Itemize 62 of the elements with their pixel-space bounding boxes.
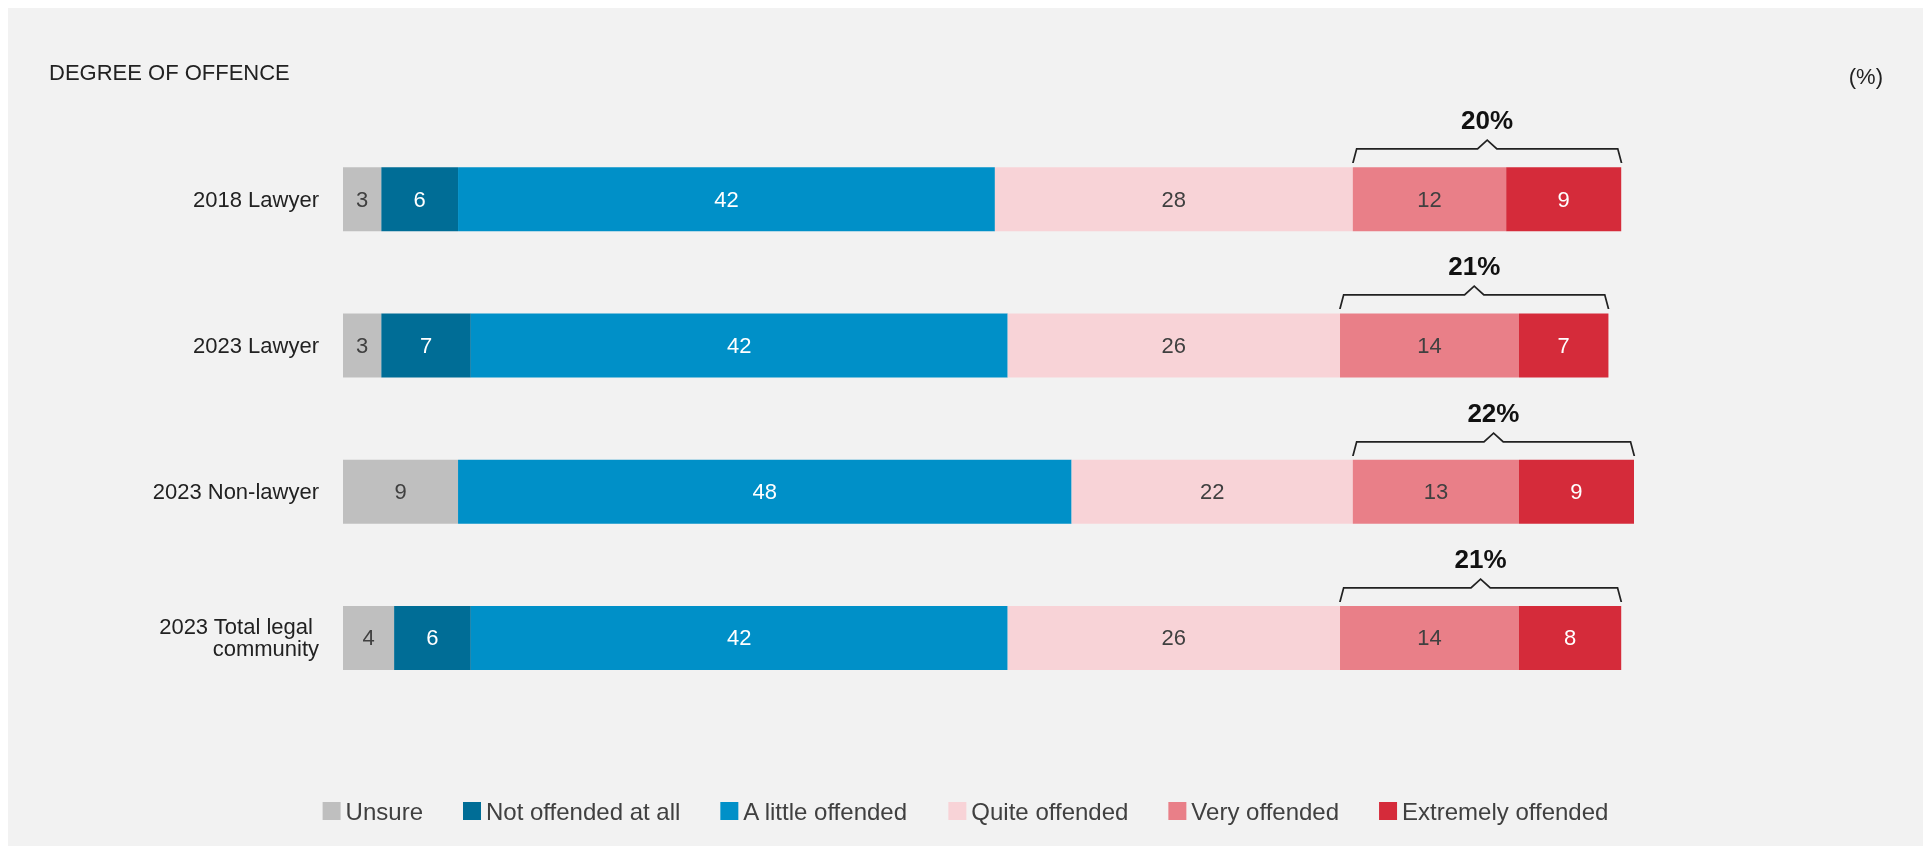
legend-label: Not offended at all xyxy=(485,797,681,825)
bar xyxy=(343,459,459,524)
data-label: 12 xyxy=(1417,186,1442,212)
bar xyxy=(994,167,1353,232)
annotation: 21% xyxy=(1448,251,1501,282)
bar xyxy=(1340,313,1519,378)
bar xyxy=(1071,459,1353,524)
data-label: 26 xyxy=(1161,625,1187,651)
bar xyxy=(1352,459,1519,524)
bar xyxy=(394,605,471,670)
bar xyxy=(458,459,1072,524)
data-label: 48 xyxy=(752,479,778,505)
data-label: 14 xyxy=(1417,332,1442,358)
data-label: 6 xyxy=(426,625,439,651)
legend-label: Very offended xyxy=(1191,797,1340,825)
data-label: 9 xyxy=(1570,479,1583,505)
data-label: 9 xyxy=(394,479,407,505)
data-label: 26 xyxy=(1161,332,1187,358)
bar xyxy=(381,167,459,232)
data-label: 6 xyxy=(413,186,426,212)
text: (%) xyxy=(1848,64,1883,90)
bar xyxy=(343,167,382,232)
bar xyxy=(1007,605,1341,670)
data-label: 28 xyxy=(1161,186,1187,212)
data-label: 22 xyxy=(1199,479,1225,505)
y-tick-label: 2023 Total legal community xyxy=(159,614,319,662)
data-label: 14 xyxy=(1417,625,1442,651)
bar xyxy=(343,313,382,378)
legend-label: Unsure xyxy=(345,797,423,825)
bar xyxy=(1506,167,1622,232)
bar xyxy=(1518,605,1622,670)
legend-label: A little offended xyxy=(743,797,908,825)
data-label: 42 xyxy=(714,186,739,212)
bar xyxy=(470,313,1008,378)
chart-title: DEGREE OF OFFENCE xyxy=(49,59,290,85)
y-tick-label: 2018 Lawyer xyxy=(193,186,319,212)
data-label: 3 xyxy=(356,332,369,358)
data-label: 7 xyxy=(1557,332,1570,358)
bar xyxy=(1007,313,1341,378)
annotation: 22% xyxy=(1467,397,1520,428)
bar xyxy=(458,167,995,232)
legend-label: Extremely offended xyxy=(1402,797,1609,825)
y-tick-label: 2023 Non-lawyer xyxy=(152,479,319,505)
bar xyxy=(470,605,1008,670)
bar xyxy=(381,313,471,378)
bar xyxy=(1518,459,1634,524)
data-label: 9 xyxy=(1557,186,1570,212)
legend-label: Quite offended xyxy=(971,797,1129,825)
data-label: 8 xyxy=(1563,625,1577,651)
bar xyxy=(1518,313,1609,378)
data-label: 42 xyxy=(727,332,752,358)
data-label: 3 xyxy=(356,186,369,212)
data-label: 13 xyxy=(1423,479,1449,505)
bar xyxy=(1340,605,1519,670)
y-tick-label: 2023 Lawyer xyxy=(193,332,319,358)
bar xyxy=(343,605,395,670)
data-label: 4 xyxy=(362,625,375,651)
data-label: 7 xyxy=(419,332,433,358)
bar xyxy=(1352,167,1507,232)
annotation: 20% xyxy=(1460,105,1514,136)
annotation: 21% xyxy=(1454,543,1507,574)
data-label: 42 xyxy=(727,625,752,651)
